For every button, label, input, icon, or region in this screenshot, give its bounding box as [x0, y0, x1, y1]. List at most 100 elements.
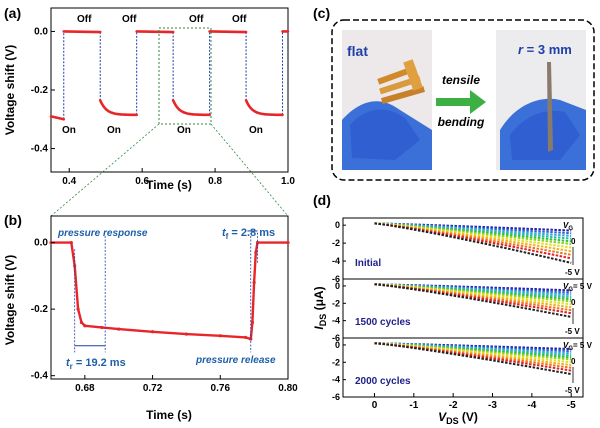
x-tick-label: -2	[449, 400, 458, 411]
data-point	[117, 327, 121, 331]
curve-vg--5	[374, 283, 572, 318]
panel-label-d: (d)	[313, 192, 331, 208]
chart-a-ylabel: Voltage shift (V)	[3, 45, 17, 135]
state-label-on: On	[62, 125, 76, 136]
y-tick-label: 0.0	[34, 238, 48, 249]
y-tick-label: -4	[332, 316, 340, 326]
panel-c-photos: flat tensile bending r = 3 mm	[331, 19, 595, 181]
vg-bottom: -5 V	[565, 386, 580, 395]
segment-on	[171, 99, 211, 117]
chart-a: Off Off Off Off On On On On 0.4 0.6 0.8 1.0 0.0 -0.2…	[3, 7, 295, 192]
chart-b-frame	[50, 215, 289, 380]
vg-bottom: -5 V	[565, 327, 580, 336]
state-label-on: On	[107, 125, 121, 136]
segment-on	[98, 99, 138, 117]
y-tick-label: -2	[332, 298, 340, 308]
subplot-label: 2000 cycles	[355, 376, 411, 387]
data-point	[244, 335, 248, 340]
data-point	[218, 334, 222, 338]
zoom-connector-right	[210, 123, 289, 217]
chart-a-xlabel: Time (s)	[146, 178, 192, 192]
y-tick-label: -0.4	[31, 371, 49, 382]
y-tick-label: 0.0	[34, 26, 48, 37]
flat-sensor-strips	[377, 59, 425, 104]
y-tick-label: -0.2	[31, 304, 49, 315]
segment-off	[62, 30, 102, 34]
panel-label-a: (a)	[4, 5, 21, 21]
y-tick-label: -4	[332, 256, 340, 266]
y-tick-label: -6	[332, 392, 340, 402]
data-point	[76, 307, 80, 311]
data-point	[73, 264, 77, 268]
zoom-connector-left	[50, 123, 160, 217]
x-tick-label: 0.6	[135, 176, 149, 187]
x-tick-label: -5	[567, 400, 576, 411]
arrow-label-bending: bending	[438, 115, 485, 129]
tr-label: tr = 19.2 ms	[66, 357, 126, 371]
subplot-label: 1500 cycles	[355, 317, 411, 328]
y-tick-label: 0	[335, 220, 340, 230]
vg-mid: 0	[571, 237, 576, 246]
vg-bottom: -5 V	[565, 268, 580, 277]
vg-label: VG= 5 V	[563, 282, 593, 293]
x-tick-label: 0.72	[143, 383, 163, 394]
panel-c-border	[331, 19, 595, 181]
x-tick-label: -3	[488, 400, 497, 411]
x-tick-label: -1	[409, 400, 418, 411]
chart-d-xlabel: VDS (V)	[438, 410, 478, 426]
segment-on	[244, 99, 284, 117]
y-tick-label: -2	[332, 357, 340, 367]
state-label-off: Off	[122, 14, 137, 25]
y-tick-label: -4	[332, 375, 340, 385]
curve-vg--5	[374, 342, 572, 376]
x-tick-label: 1.0	[281, 176, 295, 187]
y-tick-label: 0	[335, 340, 340, 350]
state-label-off: Off	[189, 14, 204, 25]
segment-off	[135, 30, 175, 34]
y-tick-label: -6	[332, 333, 340, 343]
chart-b-ylabel: Voltage shift (V)	[3, 255, 17, 345]
radius-label: r = 3 mm	[518, 42, 572, 57]
data-point	[286, 241, 290, 245]
y-tick-label: -0.4	[31, 144, 49, 155]
panel-label-b: (b)	[4, 212, 22, 228]
y-tick-label: 0	[335, 281, 340, 291]
data-point	[252, 280, 256, 285]
subplot-label: Initial	[355, 258, 381, 269]
state-label-on: On	[249, 125, 263, 136]
state-label-on: On	[177, 125, 191, 136]
flat-label: flat	[347, 43, 368, 59]
subplot-frame	[342, 337, 584, 398]
y-tick-label: -2	[332, 238, 340, 248]
chart-b: pressure response pressure release tr = 19…	[3, 215, 298, 422]
x-tick-label: 0.4	[62, 176, 76, 187]
voltage-trace	[51, 241, 288, 341]
y-tick-label: -6	[332, 274, 340, 284]
chart-d: Initial VG 0 -5 V 0 -2 -4 -6 1500 cycles VG= 5 V 0…	[312, 217, 593, 426]
release-label: pressure release	[195, 355, 276, 366]
data-point	[83, 324, 87, 328]
chart-d-ylabel: IDS (μA)	[312, 286, 328, 329]
transform-arrow	[436, 90, 486, 114]
panel-label-c: (c)	[313, 5, 330, 21]
y-tick-label: -0.2	[31, 85, 49, 96]
vg-mid: 0	[571, 357, 576, 366]
x-tick-label: 0.80	[278, 383, 298, 394]
data-point	[100, 325, 104, 330]
response-label: pressure response	[57, 228, 148, 239]
x-tick-label: 0.8	[208, 176, 222, 187]
x-tick-label: -4	[527, 400, 536, 411]
vg-label: VG	[563, 221, 573, 232]
data-point	[250, 320, 255, 325]
data-point	[184, 332, 189, 336]
data-point	[69, 241, 73, 245]
x-tick-label: 0.76	[211, 383, 231, 394]
segment-off	[208, 30, 248, 34]
segment-on	[49, 115, 66, 121]
vg-mid: 0	[571, 298, 576, 307]
data-point	[254, 250, 258, 255]
bent-sensor	[547, 62, 553, 152]
state-label-off: Off	[232, 14, 247, 25]
data-point	[255, 241, 260, 245]
state-label-off: Off	[77, 14, 92, 25]
